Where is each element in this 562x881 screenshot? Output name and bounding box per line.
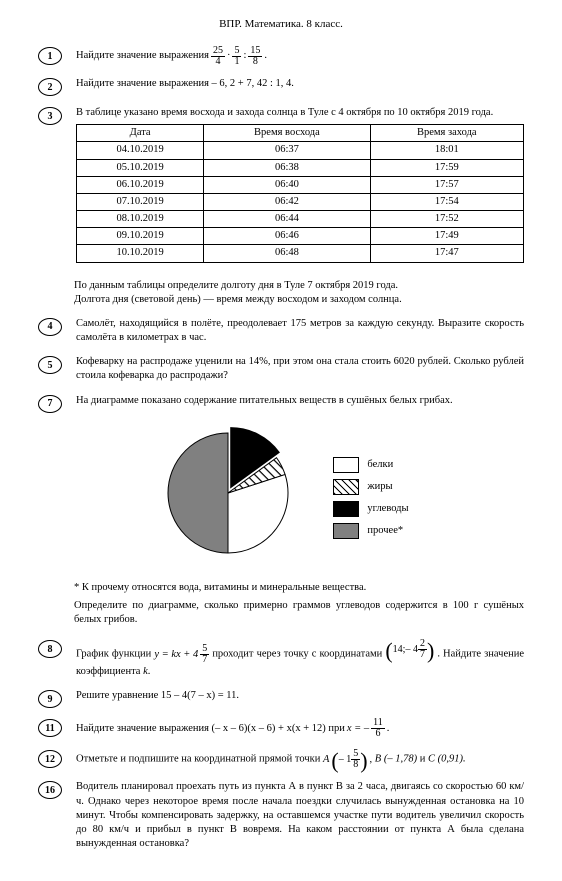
fraction: 158 <box>248 46 262 67</box>
table-row: 04.10.201906:3718:01 <box>77 142 524 159</box>
sunrise-table: Дата Время восхода Время захода 04.10.20… <box>76 124 524 262</box>
task-number: 9 <box>38 690 62 708</box>
footnote: * К прочему относятся вода, витамины и м… <box>74 581 524 595</box>
task-text: На диаграмме показано содержание питател… <box>76 394 524 408</box>
fraction: 254 <box>211 46 225 67</box>
task-11: 11 Найдите значение выражения (– x – 6)(… <box>38 718 524 739</box>
task-text: Решите уравнение 15 – 4(7 – x) = 11. <box>76 689 524 703</box>
fraction: 51 <box>232 46 241 67</box>
page-title: ВПР. Математика. 8 класс. <box>38 18 524 30</box>
task-number: 11 <box>38 719 62 737</box>
task-number: 5 <box>38 356 62 374</box>
task-5: 5 Кофеварку на распродаже уценили на 14%… <box>38 355 524 383</box>
table-row: 07.10.201906:4217:54 <box>77 193 524 210</box>
task-text: Самолёт, находящийся в полёте, преодолев… <box>76 317 524 345</box>
table-row: 05.10.201906:3817:59 <box>77 159 524 176</box>
task-number: 4 <box>38 318 62 336</box>
task-3: 3 В таблице указано время восхода и захо… <box>38 106 524 269</box>
task-note: Долгота дня (световой день) — время межд… <box>74 293 524 307</box>
task-4: 4 Самолёт, находящийся в полёте, преодол… <box>38 317 524 345</box>
pie-chart-block: белки жиры углеводы прочее* <box>38 423 524 573</box>
task-number: 16 <box>38 781 62 799</box>
task-7: 7 На диаграмме показано содержание питат… <box>38 394 524 413</box>
task-note: По данным таблицы определите долготу дня… <box>74 279 524 293</box>
task-number: 12 <box>38 750 62 768</box>
task-9: 9 Решите уравнение 15 – 4(7 – x) = 11. <box>38 689 524 708</box>
task-8: 8 График функции y = kx + 4 57 проходит … <box>38 639 524 679</box>
task-number: 8 <box>38 640 62 658</box>
task-number: 3 <box>38 107 62 125</box>
task-number: 7 <box>38 395 62 413</box>
task-text: Найдите значение выражения <box>76 49 209 63</box>
pie-legend: белки жиры углеводы прочее* <box>333 451 408 545</box>
task-text: Кофеварку на распродаже уценили на 14%, … <box>76 355 524 383</box>
task-text: Водитель планировал проехать путь из пун… <box>76 780 524 851</box>
table-row: 10.10.201906:4817:47 <box>77 245 524 262</box>
table-row: 06.10.201906:4017:57 <box>77 176 524 193</box>
task-text: В таблице указано время восхода и захода… <box>76 106 524 120</box>
task-text: Найдите значение выражения – 6, 2 + 7, 4… <box>76 77 524 91</box>
task-2: 2 Найдите значение выражения – 6, 2 + 7,… <box>38 77 524 96</box>
table-row: 08.10.201906:4417:52 <box>77 211 524 228</box>
table-row: 09.10.201906:4617:49 <box>77 228 524 245</box>
pie-chart <box>153 423 303 573</box>
task-number: 1 <box>38 47 62 65</box>
task-number: 2 <box>38 78 62 96</box>
task-question: Определите по диаграмме, сколько примерн… <box>74 599 524 627</box>
task-1: 1 Найдите значение выражения 254 · 51 : … <box>38 46 524 67</box>
task-16: 16 Водитель планировал проехать путь из … <box>38 780 524 851</box>
task-12: 12 Отметьте и подпишите на координатной … <box>38 749 524 770</box>
